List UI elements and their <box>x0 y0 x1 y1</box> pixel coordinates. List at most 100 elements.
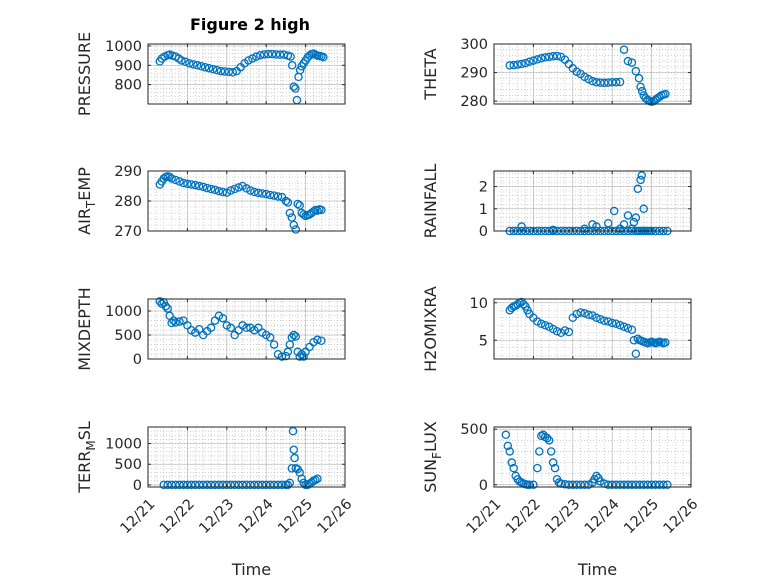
data-point <box>623 323 633 333</box>
data-point <box>287 464 297 473</box>
data-point <box>604 78 613 87</box>
data-point <box>291 225 300 234</box>
data-point <box>198 182 208 192</box>
x-axis-label: Time <box>231 560 271 579</box>
data-point <box>250 187 259 197</box>
y-tick-label: 290 <box>460 66 488 82</box>
y-tick-label: 1000 <box>105 437 142 453</box>
y-tick-label: 2 <box>479 180 488 196</box>
x-tick-label: 12/24 <box>582 496 623 537</box>
data-point <box>208 64 218 74</box>
data-point <box>513 60 522 69</box>
data-point <box>226 186 235 195</box>
data-point <box>501 430 511 440</box>
data-point <box>604 218 613 228</box>
data-point <box>615 77 625 87</box>
data-point <box>313 206 322 215</box>
data-point <box>228 68 237 77</box>
data-point <box>505 447 515 456</box>
data-point <box>584 310 593 319</box>
data-point <box>636 175 645 185</box>
data-point <box>544 436 554 445</box>
data-point <box>509 463 518 473</box>
data-point <box>238 480 247 490</box>
y-axis-label-part: LUX <box>421 421 440 452</box>
data-point <box>580 308 589 318</box>
data-point <box>550 463 560 473</box>
y-tick-label: 0 <box>133 352 142 368</box>
data-series <box>155 297 326 361</box>
data-point <box>285 478 295 488</box>
data-point <box>533 463 542 473</box>
data-point <box>627 480 637 490</box>
data-point <box>281 351 291 361</box>
data-point <box>564 327 574 337</box>
data-point <box>639 480 648 490</box>
x-tick-label: 12/25 <box>275 496 316 537</box>
x-axis-label: Time <box>577 560 617 579</box>
data-point <box>639 204 648 214</box>
data-point <box>281 196 291 206</box>
data-point <box>234 480 243 490</box>
y-tick-label: 800 <box>114 78 142 94</box>
data-point <box>637 171 647 180</box>
data-point <box>635 480 645 490</box>
data-point <box>517 59 526 69</box>
data-point <box>572 309 581 319</box>
data-point <box>611 319 621 328</box>
x-tick-label: 12/21 <box>464 496 505 537</box>
data-point <box>560 479 570 489</box>
data-point <box>196 62 206 71</box>
data-point <box>254 480 263 490</box>
data-point <box>584 74 593 84</box>
data-point <box>313 474 322 483</box>
data-point <box>647 480 656 490</box>
y-axis-label: RAINFALL <box>421 164 440 239</box>
y-tick-label: 0 <box>479 224 488 240</box>
data-point <box>627 58 637 67</box>
data-point <box>155 297 165 306</box>
data-point <box>177 56 186 65</box>
data-point <box>607 318 617 328</box>
data-point <box>289 445 299 455</box>
y-axis-label-part: AIR <box>75 208 94 235</box>
data-point <box>256 50 265 60</box>
data-point <box>295 352 304 361</box>
subplot-2: 280 290 300 THETA <box>421 37 692 110</box>
y-tick-label: 1 <box>479 202 488 218</box>
tick-marks <box>493 171 692 232</box>
data-point <box>200 62 210 72</box>
y-tick-label: 280 <box>114 194 142 210</box>
data-point <box>159 480 169 490</box>
y-axis-label-subscript: T <box>84 200 98 209</box>
data-point <box>167 480 176 490</box>
data-series <box>155 49 328 105</box>
data-point <box>242 323 251 333</box>
data-point <box>546 447 556 456</box>
data-point <box>183 480 192 490</box>
axes-box <box>147 43 346 105</box>
data-point <box>261 189 271 199</box>
data-point <box>319 52 328 62</box>
data-point <box>568 480 578 490</box>
data-point <box>218 313 228 323</box>
data-point <box>580 224 589 234</box>
y-tick-label: 500 <box>460 422 488 438</box>
tick-marks <box>147 170 346 232</box>
data-point <box>629 335 639 345</box>
y-tick-label: 5 <box>479 333 488 349</box>
y-axis-label-part: TERR <box>75 451 94 494</box>
data-point <box>194 324 204 334</box>
data-point <box>552 51 562 61</box>
data-point <box>537 54 546 63</box>
data-point <box>637 86 647 96</box>
axes-box <box>493 426 692 488</box>
x-tick-label: 12/23 <box>542 496 583 537</box>
data-point <box>600 78 609 88</box>
data-point <box>252 52 261 61</box>
tick-marks <box>147 299 346 360</box>
data-series <box>155 172 326 234</box>
data-point <box>283 198 293 207</box>
axes-background <box>494 427 691 487</box>
data-point <box>548 458 558 467</box>
